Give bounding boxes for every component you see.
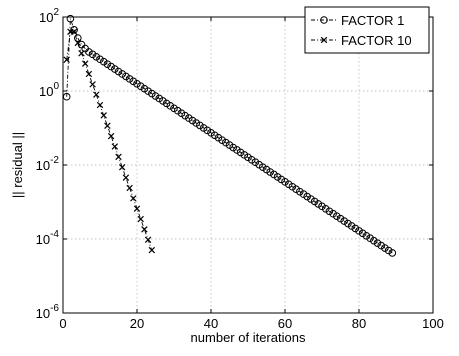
data-point-x	[93, 91, 100, 98]
data-point-x	[85, 70, 93, 78]
legend-box	[304, 6, 430, 54]
x-tick-label: 40	[204, 316, 218, 331]
data-point-x	[107, 132, 115, 140]
y-tick-exponent: -2	[50, 155, 59, 166]
data-point-x	[89, 81, 96, 88]
data-point-x	[78, 50, 85, 57]
y-tick-base: 10	[36, 158, 50, 173]
data-point-x	[63, 56, 70, 63]
data-point-x	[148, 246, 156, 254]
data-point-x	[115, 153, 122, 161]
x-tick-label: 0	[59, 316, 66, 331]
y-tick-base: 10	[36, 232, 50, 247]
y-tick-exponent: -4	[50, 229, 59, 240]
y-tick-exponent: 0	[53, 81, 59, 92]
data-point-x	[144, 236, 152, 243]
y-tick-base: 10	[36, 306, 50, 321]
data-point-x	[96, 101, 104, 109]
series-1	[62, 14, 397, 257]
data-point-x	[122, 174, 130, 181]
grid	[63, 17, 433, 313]
data-point-circle	[66, 14, 75, 23]
legend-label: FACTOR 10	[341, 33, 412, 48]
data-point-x	[111, 143, 119, 150]
legend-entry: FACTOR 1	[311, 13, 404, 28]
data-point-x	[133, 205, 141, 212]
x-tick-label: 20	[130, 316, 144, 331]
y-tick-label: 102	[39, 7, 59, 25]
data-point-circle	[388, 249, 397, 257]
data-point-x	[81, 60, 89, 67]
data-point-circle	[74, 34, 82, 42]
series-line	[66, 31, 153, 251]
x-tick-label: 100	[422, 316, 444, 331]
y-tick-base: 10	[39, 84, 53, 99]
data-point-x	[104, 122, 111, 129]
data-point-x	[74, 39, 82, 47]
legend-entry: FACTOR 10	[311, 33, 412, 48]
data-point-x	[137, 215, 144, 223]
data-point-x	[130, 195, 137, 202]
x-tick-label: 60	[278, 316, 292, 331]
y-axis-label: || residual ||	[10, 132, 25, 198]
y-tick-label: 10-2	[36, 155, 60, 173]
y-tick-exponent: 2	[53, 7, 59, 18]
data-point-circle	[320, 16, 328, 24]
legend: FACTOR 1 FACTOR 10	[304, 6, 430, 54]
y-tick-exponent: -6	[50, 303, 59, 314]
y-tick-base: 10	[39, 10, 53, 25]
y-tick-label: 10-4	[36, 229, 60, 247]
series-layer	[62, 14, 397, 257]
x-axis-label: number of iterations	[191, 330, 306, 345]
y-tick-label: 10-6	[36, 303, 60, 321]
data-point-x	[126, 184, 133, 192]
data-point-x	[100, 112, 107, 119]
y-tick-label: 100	[39, 81, 59, 99]
data-point-x	[141, 226, 148, 233]
x-tick-label: 80	[352, 316, 366, 331]
data-point-x	[70, 28, 78, 35]
series-2	[63, 28, 156, 254]
legend-label: FACTOR 1	[341, 13, 404, 28]
data-point-x	[320, 36, 328, 44]
data-point-x	[118, 164, 126, 171]
